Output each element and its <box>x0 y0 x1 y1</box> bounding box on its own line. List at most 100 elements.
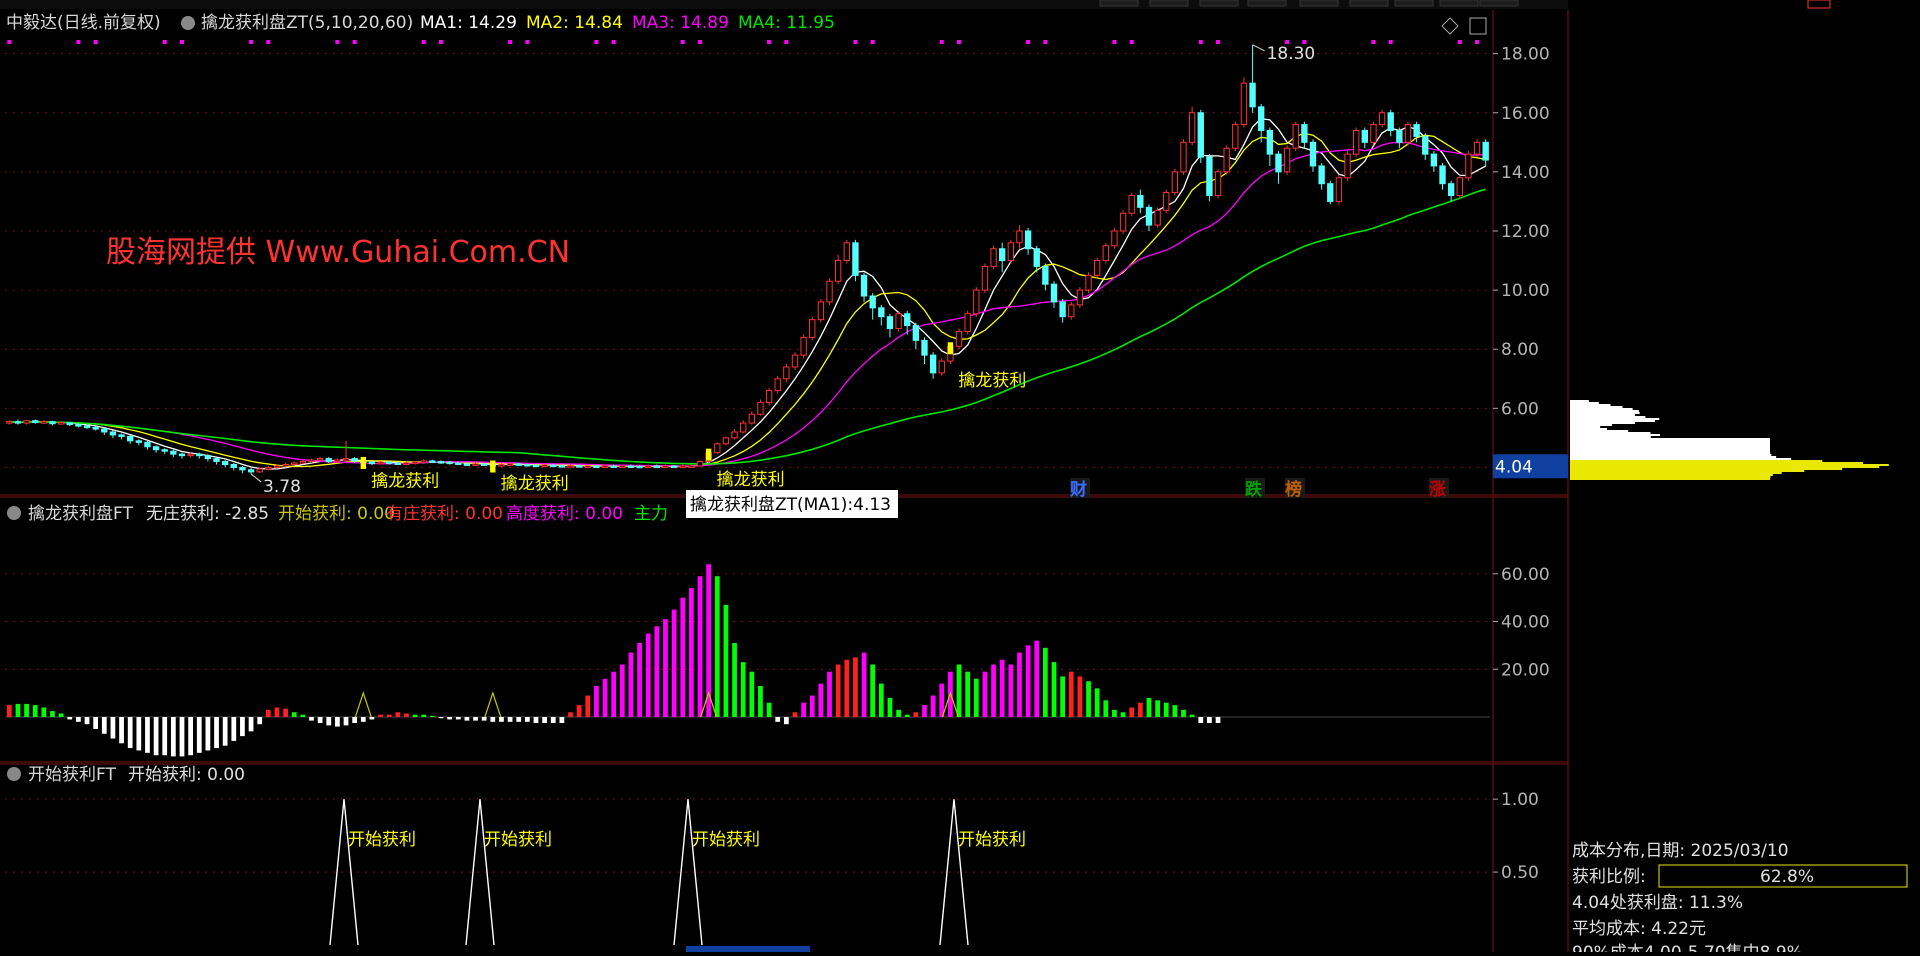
candle <box>524 463 531 467</box>
news-tag-box[interactable] <box>1429 478 1449 498</box>
indicator-toggle-icon[interactable] <box>7 767 21 781</box>
histogram-bar <box>231 717 237 741</box>
candle <box>1456 174 1463 199</box>
signal-dot <box>1043 40 1048 44</box>
y-tick-label: 1.00 <box>1501 790 1539 810</box>
signal-dot <box>266 40 271 44</box>
histogram-bar <box>1042 647 1048 718</box>
ma-legend-item: MA4: 11.95 <box>738 13 835 33</box>
signal-dot <box>784 40 789 44</box>
candle <box>308 458 315 464</box>
start-profit-spike <box>329 799 359 946</box>
toolbar-button-1[interactable] <box>1149 0 1189 7</box>
candle <box>178 452 186 459</box>
toolbar-button-5[interactable] <box>1349 0 1389 7</box>
indicator-toggle-icon[interactable] <box>181 16 195 30</box>
histogram-bar <box>913 712 919 718</box>
histogram-bar <box>654 626 660 718</box>
histogram-bar <box>395 712 401 718</box>
candle <box>558 464 566 468</box>
histogram-bar <box>222 717 228 746</box>
cost-concentration: 90%成本4.00-5.70集中8.9% <box>1572 943 1803 952</box>
indicator-toggle-icon[interactable] <box>7 506 21 520</box>
low-pointer <box>250 473 262 483</box>
news-tag-box[interactable] <box>1285 478 1305 498</box>
candle <box>1266 127 1274 166</box>
profit-ratio-bar <box>1658 864 1908 888</box>
candle <box>57 421 65 425</box>
candle <box>843 239 850 264</box>
ma1-line <box>9 118 1487 470</box>
candle <box>109 430 117 438</box>
candle <box>1197 109 1204 164</box>
start-profit-label: 开始获利 <box>692 830 760 850</box>
news-tag: 榜 <box>1285 479 1302 500</box>
histogram-bar <box>550 717 556 723</box>
histogram-bar <box>801 702 806 718</box>
toolbar-button-2[interactable] <box>1199 0 1239 7</box>
signal-dot <box>767 40 772 44</box>
toolbar-button-0[interactable] <box>1099 0 1139 7</box>
histogram-bar <box>887 697 893 718</box>
histogram-bar <box>1077 676 1083 718</box>
ma2-line <box>9 132 1486 468</box>
signal-dot <box>594 40 599 44</box>
toolbar-button-8[interactable] <box>1479 0 1519 7</box>
histogram-bar <box>861 652 867 718</box>
candle <box>463 462 471 466</box>
toolbar-button-3[interactable] <box>1247 0 1287 7</box>
news-tag-box[interactable] <box>1245 478 1265 498</box>
histogram-bar <box>602 678 608 718</box>
toolbar-button-7[interactable] <box>1439 0 1479 7</box>
histogram-bar <box>792 712 798 718</box>
sub2-title: 开始获利FT <box>28 765 116 785</box>
candle <box>1033 245 1040 273</box>
signal-dot <box>1112 40 1117 44</box>
signal-dot <box>1457 40 1462 44</box>
profit-ratio-label: 获利比例: <box>1572 867 1646 887</box>
y-tick-label: 16.00 <box>1501 104 1550 124</box>
signal-dot <box>249 40 254 44</box>
histogram-bar <box>205 717 211 751</box>
y-tick-label: 40.00 <box>1501 613 1550 633</box>
candle <box>964 310 971 335</box>
candle <box>593 465 600 468</box>
histogram-bar <box>464 717 470 721</box>
y-tick-label: 0.50 <box>1501 863 1539 883</box>
candle <box>1223 145 1230 175</box>
toolbar-button-6[interactable] <box>1394 0 1434 7</box>
sub1-legend-item: 主力 <box>634 504 668 524</box>
histogram-bar <box>1008 664 1014 718</box>
news-tag-box[interactable] <box>1070 478 1090 498</box>
candle <box>83 424 91 430</box>
stock-title: 中毅达(日线.前复权) <box>6 13 161 33</box>
toolbar-button-4[interactable] <box>1299 0 1339 7</box>
candle <box>1007 239 1015 264</box>
signal-dot <box>1285 40 1290 44</box>
candle <box>722 436 730 446</box>
candle <box>1275 151 1282 184</box>
ma3-line <box>9 141 1486 467</box>
candle <box>506 462 514 466</box>
candle <box>247 468 255 474</box>
candle <box>921 337 928 364</box>
diamond-icon[interactable] <box>1441 17 1459 35</box>
candle <box>1188 106 1196 146</box>
histogram-bar <box>326 717 332 726</box>
histogram-bar <box>481 717 487 721</box>
candle <box>403 461 410 466</box>
candle <box>1119 210 1127 234</box>
candle <box>869 293 876 320</box>
histogram-bar <box>619 664 625 718</box>
panel-toggle-icon[interactable] <box>1469 17 1487 35</box>
candle <box>1422 133 1429 161</box>
signal-label: 擒龙获利 <box>501 474 569 494</box>
toolbar-record-icon[interactable] <box>1807 0 1831 9</box>
signal-dot <box>439 40 444 44</box>
histogram-bar <box>835 664 841 718</box>
candle <box>291 461 298 466</box>
histogram-bar <box>568 712 573 718</box>
candle <box>955 328 963 350</box>
